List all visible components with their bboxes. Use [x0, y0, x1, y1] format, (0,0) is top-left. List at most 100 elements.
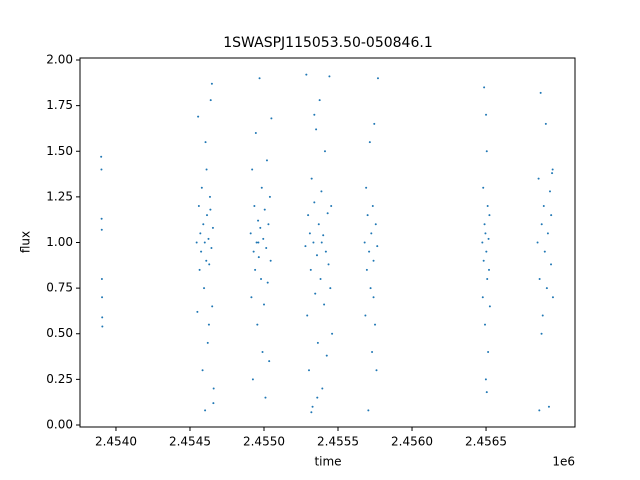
- point: [197, 205, 200, 208]
- point: [210, 246, 213, 249]
- point: [486, 277, 489, 280]
- point: [210, 82, 213, 85]
- point: [263, 208, 266, 211]
- point: [365, 186, 368, 189]
- point: [200, 250, 203, 253]
- point: [536, 241, 539, 244]
- point: [369, 287, 372, 290]
- point: [257, 256, 260, 259]
- point: [255, 241, 258, 244]
- point: [199, 232, 202, 235]
- point: [306, 314, 309, 317]
- point: [323, 150, 326, 153]
- point: [310, 411, 313, 414]
- point: [212, 387, 215, 390]
- x-offset-label: 1e6: [552, 455, 575, 469]
- point: [371, 350, 374, 353]
- point: [258, 77, 261, 80]
- point: [325, 354, 328, 357]
- point: [540, 332, 543, 335]
- point: [371, 205, 374, 208]
- point: [100, 217, 103, 220]
- point: [205, 168, 208, 171]
- point: [374, 223, 377, 226]
- point: [261, 350, 264, 353]
- point: [488, 214, 491, 217]
- point: [539, 91, 542, 94]
- x-tick-label: 2.4565: [465, 435, 507, 449]
- point: [207, 237, 210, 240]
- point: [320, 241, 323, 244]
- x-tick-label: 2.4550: [243, 435, 285, 449]
- point: [208, 195, 211, 198]
- point: [326, 212, 329, 215]
- x-tick-label: 2.4540: [95, 435, 137, 449]
- point: [537, 177, 540, 180]
- point: [372, 296, 375, 299]
- point: [322, 234, 325, 237]
- point: [550, 214, 553, 217]
- point: [542, 205, 545, 208]
- point: [311, 405, 314, 408]
- point: [256, 323, 259, 326]
- point: [376, 245, 379, 248]
- point: [484, 323, 486, 326]
- point: [209, 208, 212, 211]
- point: [315, 128, 318, 131]
- point: [211, 226, 214, 229]
- point: [481, 241, 484, 244]
- point: [486, 205, 489, 208]
- point: [315, 254, 318, 257]
- x-axis-label: time: [314, 455, 341, 469]
- point: [257, 241, 260, 244]
- point: [551, 296, 554, 299]
- point: [376, 77, 379, 80]
- plot-frame: [79, 57, 576, 428]
- point: [548, 190, 551, 193]
- point: [305, 73, 308, 76]
- point: [331, 332, 334, 335]
- y-tick-label: 1.00: [46, 235, 73, 249]
- point: [250, 296, 253, 299]
- point: [324, 250, 327, 253]
- point: [481, 296, 484, 299]
- point: [366, 214, 369, 217]
- point: [546, 232, 549, 235]
- point: [252, 250, 255, 253]
- point: [259, 226, 262, 229]
- y-tick-label: 1.25: [46, 189, 73, 203]
- point: [370, 232, 373, 235]
- point: [538, 277, 541, 280]
- point: [204, 141, 207, 144]
- point: [374, 323, 377, 326]
- point: [308, 232, 311, 235]
- point: [367, 409, 370, 412]
- point: [484, 232, 487, 235]
- point: [317, 223, 320, 226]
- point: [101, 325, 104, 328]
- point: [368, 141, 371, 144]
- point: [212, 402, 215, 405]
- point: [265, 246, 268, 249]
- point: [544, 122, 547, 125]
- x-tick-label: 2.4560: [391, 435, 433, 449]
- point: [254, 268, 257, 271]
- point: [321, 387, 324, 390]
- point: [198, 268, 201, 271]
- point: [262, 237, 265, 240]
- point: [265, 159, 268, 162]
- point: [363, 241, 366, 244]
- y-tick-label: 0.00: [46, 417, 73, 431]
- point: [307, 214, 310, 217]
- point: [207, 323, 210, 326]
- y-tick-label: 2.00: [46, 53, 73, 67]
- point: [209, 99, 212, 102]
- point: [264, 396, 267, 399]
- point: [316, 396, 319, 399]
- point: [309, 268, 312, 271]
- point: [260, 277, 263, 280]
- point: [100, 168, 103, 171]
- point: [202, 223, 205, 226]
- point: [313, 113, 316, 116]
